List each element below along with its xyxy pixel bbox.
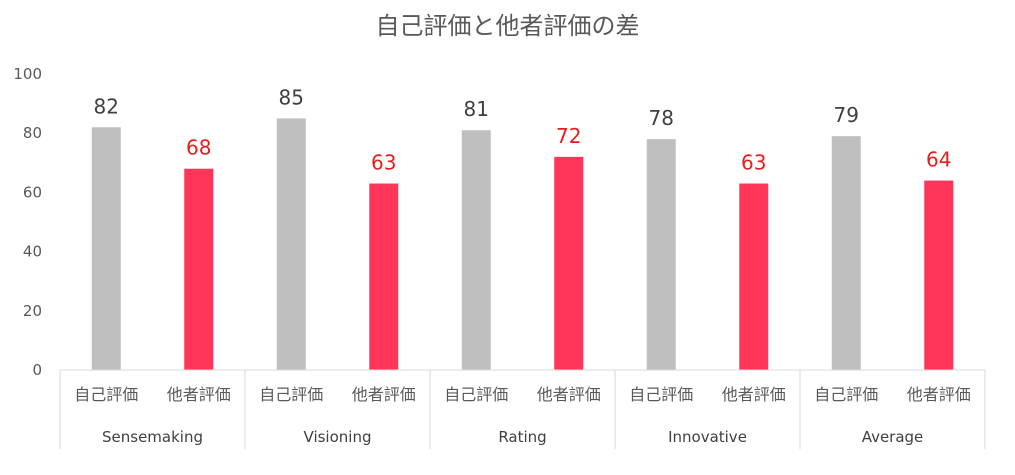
y-axis: 0 20 40 60 80 100 — [13, 65, 42, 379]
data-label: 63 — [371, 151, 396, 175]
y-tick-label: 40 — [23, 243, 42, 261]
bar-others-sensemaking — [184, 168, 214, 370]
bar-self-sensemaking — [91, 127, 121, 370]
y-tick-label: 80 — [23, 124, 42, 142]
data-label: 85 — [279, 85, 304, 109]
bar-others-visioning — [369, 183, 399, 370]
chart-title: 自己評価と他者評価の差 — [375, 12, 640, 40]
x-sub-category-label: 他者評価 — [907, 385, 971, 404]
x-sub-category-label: 自己評価 — [629, 385, 693, 404]
data-label: 82 — [94, 94, 119, 118]
value-labels: 82 68 85 63 81 72 78 63 79 64 — [94, 85, 952, 174]
data-label: 63 — [741, 151, 766, 175]
x-sub-category-label: 自己評価 — [814, 385, 878, 404]
bars — [91, 118, 954, 371]
x-category-label: Innovative — [668, 428, 747, 446]
x-category-label: Average — [862, 428, 924, 446]
x-sub-category-label: 他者評価 — [352, 385, 416, 404]
x-sub-category-label: 自己評価 — [74, 385, 138, 404]
data-label: 79 — [834, 103, 859, 127]
x-sub-category-label: 他者評価 — [537, 385, 601, 404]
x-sub-category-label: 自己評価 — [444, 385, 508, 404]
x-sub-category-label: 他者評価 — [722, 385, 786, 404]
bar-self-visioning — [276, 118, 306, 371]
x-category-label: Visioning — [304, 428, 372, 446]
bar-self-rating — [461, 130, 491, 370]
data-label: 78 — [649, 106, 674, 130]
y-tick-label: 60 — [23, 183, 42, 201]
data-label: 81 — [464, 97, 489, 121]
data-label: 64 — [926, 148, 951, 172]
bar-self-average — [831, 136, 861, 370]
data-label: 72 — [556, 124, 581, 148]
x-sub-category-label: 自己評価 — [259, 385, 323, 404]
x-axis: 自己評価 他者評価 Sensemaking 自己評価 他者評価 Visioning 自己評価… — [59, 369, 986, 449]
x-category-label: Rating — [498, 428, 546, 446]
x-category-label: Sensemaking — [102, 428, 203, 446]
y-tick-label: 20 — [23, 302, 42, 320]
y-tick-label: 100 — [13, 65, 42, 83]
bar-others-rating — [554, 156, 584, 370]
bar-self-innovative — [646, 139, 676, 370]
y-tick-label: 0 — [32, 361, 42, 379]
bar-others-average — [924, 180, 954, 370]
x-sub-category-label: 他者評価 — [167, 385, 231, 404]
data-label: 68 — [186, 136, 211, 160]
bar-others-innovative — [739, 183, 769, 370]
